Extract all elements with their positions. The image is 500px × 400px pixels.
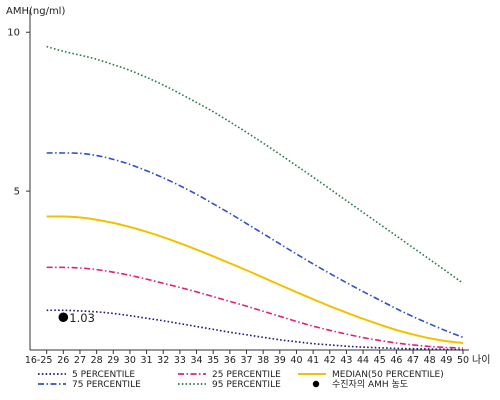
x-tick-label: 40	[290, 355, 302, 366]
legend-item-75-percentile: 75 PERCENTILE	[38, 380, 141, 390]
legend-label: 5 PERCENTILE	[72, 370, 135, 380]
y-axis-title: AMH(ng/ml)	[6, 6, 65, 17]
legend-item-25-percentile: 25 PERCENTILE	[178, 370, 281, 380]
legend-label: MEDIAN(50 PERCENTILE)	[332, 370, 444, 380]
x-tick-label: 43	[340, 355, 352, 366]
x-tick-label: 26	[57, 355, 69, 366]
series-line-median-50-percentile	[46, 215, 464, 345]
series-line-25-percentile	[46, 266, 464, 349]
x-tick-label: 50	[457, 355, 469, 366]
y-tick-label: 5	[14, 187, 20, 198]
legend-marker	[312, 380, 320, 388]
x-tick-label: 33	[174, 355, 186, 366]
series-line-95-percentile	[46, 45, 464, 284]
x-tick-label: 49	[440, 355, 452, 366]
y-tick-label: 10	[7, 28, 20, 39]
x-tick-label: 16-25	[25, 355, 53, 366]
patient-amh-value-label: 1.03	[69, 311, 95, 325]
x-tick-label: 34	[190, 355, 202, 366]
legend-label: 수진자의 AMH 농도	[332, 379, 408, 390]
x-tick-label: 29	[107, 355, 119, 366]
patient-amh-point	[58, 312, 69, 323]
series-line-5-percentile	[46, 309, 464, 351]
x-tick-label: 48	[424, 355, 436, 366]
x-tick-label: 36	[224, 355, 236, 366]
axes: 5 10 AMH(ng/ml) 나이 16-25 26 27 28 29 30 31 32 33 34 35…	[6, 6, 490, 366]
x-tick-label: 39	[274, 355, 286, 366]
legend-item-95-percentile: 95 PERCENTILE	[178, 380, 281, 390]
annotation-layer: 1.03	[58, 311, 95, 325]
x-tick-label: 28	[91, 355, 103, 366]
x-tick-label: 27	[74, 355, 86, 366]
legend-label: 95 PERCENTILE	[212, 380, 281, 390]
legend: 5 PERCENTILE 25 PERCENTILE MEDIAN(50 PERCE…	[38, 370, 444, 390]
x-tick-label: 38	[257, 355, 269, 366]
legend-label: 25 PERCENTILE	[212, 370, 281, 380]
x-tick-label: 42	[324, 355, 336, 366]
x-tick-label: 44	[357, 355, 369, 366]
x-axis-title: 나이	[472, 354, 490, 366]
legend-item-5-percentile: 5 PERCENTILE	[38, 370, 135, 380]
legend-label: 75 PERCENTILE	[72, 380, 141, 390]
x-tick-label: 45	[374, 355, 386, 366]
x-tick-label: 47	[407, 355, 419, 366]
x-tick-label: 35	[207, 355, 219, 366]
x-tick-label: 32	[157, 355, 169, 366]
legend-item-amh: 수진자의 AMH 농도	[312, 379, 408, 390]
series-lines	[46, 45, 464, 351]
x-tick-label: 30	[124, 355, 136, 366]
series-line-75-percentile	[46, 152, 464, 339]
x-tick-label: 46	[390, 355, 402, 366]
x-tick-label: 41	[307, 355, 319, 366]
x-tick-label: 31	[141, 355, 153, 366]
x-tick-label: 37	[240, 355, 252, 366]
legend-item-median-50-percentile: MEDIAN(50 PERCENTILE)	[298, 370, 444, 380]
